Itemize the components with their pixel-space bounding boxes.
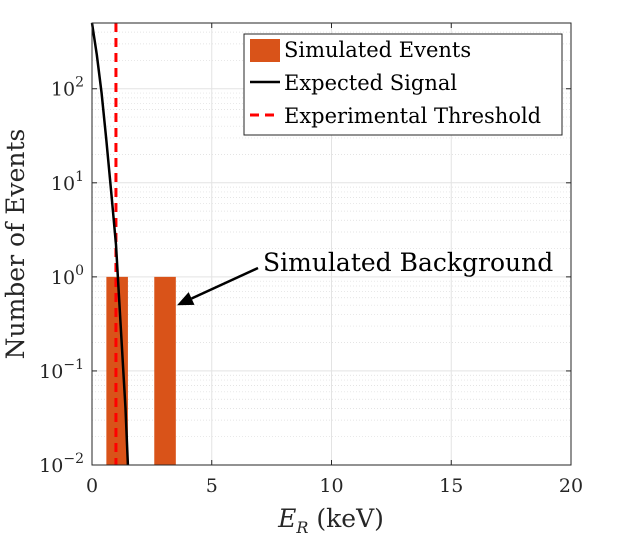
x-tick-label: 10 <box>319 475 343 497</box>
annotation-text: Simulated Background <box>263 248 553 277</box>
y-tick-label: 101 <box>51 169 84 195</box>
legend-label-experimental-threshold: Experimental Threshold <box>284 104 541 128</box>
x-tick-labels: 0 5 10 15 20 <box>86 475 583 497</box>
annotation-arrow <box>192 268 258 299</box>
x-tick-label: 20 <box>559 475 583 497</box>
legend-label-expected-signal: Expected Signal <box>284 71 457 95</box>
legend: Simulated Events Expected Signal Experim… <box>244 34 562 135</box>
chart: 0 5 10 15 20 10−2 10−1 100 101 102 ER (keV) Numb… <box>0 0 632 545</box>
legend-swatch-simulated-events <box>250 39 280 62</box>
x-tick-label: 0 <box>86 475 98 497</box>
legend-label-simulated-events: Simulated Events <box>284 38 471 62</box>
y-tick-label: 102 <box>51 75 84 101</box>
x-tick-label: 5 <box>206 475 218 497</box>
y-tick-label: 10−2 <box>39 451 84 477</box>
y-axis-label: Number of Events <box>1 129 30 360</box>
y-tick-label: 100 <box>51 263 84 289</box>
x-tick-label: 15 <box>439 475 463 497</box>
bar <box>154 277 176 465</box>
x-axis-label: ER (keV) <box>277 504 384 537</box>
y-tick-label: 10−1 <box>39 357 84 383</box>
y-tick-labels: 10−2 10−1 100 101 102 <box>39 75 84 477</box>
